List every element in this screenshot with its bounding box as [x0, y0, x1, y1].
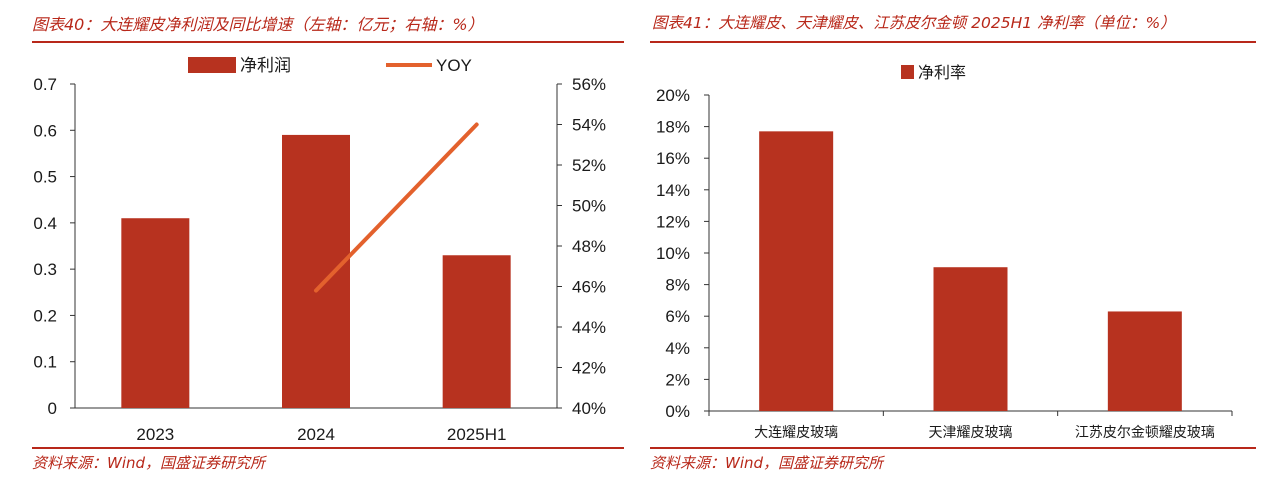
- y-tick-label: 0.6: [33, 121, 57, 140]
- y2-tick-label: 50%: [572, 197, 606, 216]
- source-note: 资料来源：Wind，国盛证券研究所: [32, 454, 266, 472]
- y-tick-label: 0.2: [33, 306, 57, 325]
- bar: [282, 134, 350, 408]
- title-rule: [650, 41, 1256, 43]
- chart-panel-net-margin: 图表41：大连耀皮、天津耀皮、江苏皮尔金顿 2025H1 净利率（单位：%） 0…: [640, 0, 1269, 485]
- x-tick-label: 2025H1: [447, 425, 507, 444]
- x-tick-label: 天津耀皮玻璃: [929, 424, 1013, 440]
- y-tick-label: 2%: [665, 370, 690, 389]
- y-tick-label: 0%: [665, 402, 690, 421]
- y-tick-label: 14%: [656, 181, 690, 200]
- legend-label: 净利润: [240, 56, 291, 75]
- y-tick-label: 8%: [665, 276, 690, 295]
- x-tick-label: 江苏皮尔金顿耀皮玻璃: [1075, 424, 1215, 440]
- y-tick-label: 16%: [656, 149, 690, 168]
- y2-tick-label: 42%: [572, 359, 606, 378]
- legend-swatch-net-margin: [901, 65, 914, 79]
- yoy-line: [314, 122, 479, 293]
- y-tick-label: 4%: [665, 339, 690, 358]
- source-rule: [650, 447, 1256, 449]
- legend-label: YOY: [436, 56, 472, 75]
- x-tick-label: 2024: [297, 425, 335, 444]
- y2-tick-label: 56%: [572, 75, 606, 94]
- y2-tick-label: 54%: [572, 116, 606, 135]
- chart-panel-net-profit: 图表40：大连耀皮净利润及同比增速（左轴：亿元；右轴：%） 0 0.1 0.2 0.3…: [0, 0, 630, 485]
- y2-tick-label: 46%: [572, 278, 606, 297]
- y2-tick-label: 48%: [572, 237, 606, 256]
- y-tick-label: 12%: [656, 212, 690, 231]
- chart-title: 图表41：大连耀皮、天津耀皮、江苏皮尔金顿 2025H1 净利率（单位：%）: [652, 14, 1176, 32]
- bar: [759, 131, 834, 411]
- bar: [933, 267, 1008, 411]
- source-rule: [32, 447, 624, 449]
- title-rule: [32, 41, 624, 43]
- y-tick-label: 6%: [665, 307, 690, 326]
- x-tick-label: 2023: [136, 425, 174, 444]
- y-tick-label: 0.1: [33, 353, 57, 372]
- net-profit-chart: 0 0.1 0.2 0.3 0.4 0.5 0.6 0.7 40% 42% 44% 46% 48% 50%…: [33, 56, 606, 444]
- y2-tick-label: 52%: [572, 156, 606, 175]
- y-tick-label: 18%: [656, 118, 690, 137]
- net-margin-chart: 0% 2% 4% 6% 8% 10% 12% 14% 16% 18% 20% 大连耀皮玻璃 天津耀皮玻璃…: [656, 64, 1233, 440]
- bar: [1107, 311, 1182, 411]
- bar: [442, 255, 511, 408]
- y-tick-label: 10%: [656, 244, 690, 263]
- y-tick-label: 0.7: [33, 75, 57, 94]
- y-tick-label: 20%: [656, 86, 690, 105]
- x-tick-label: 大连耀皮玻璃: [754, 424, 838, 440]
- y-tick-label: 0.4: [33, 214, 57, 233]
- chart-title: 图表40：大连耀皮净利润及同比增速（左轴：亿元；右轴：%）: [32, 15, 484, 34]
- y-tick-label: 0.5: [33, 168, 57, 187]
- y2-tick-label: 40%: [572, 399, 606, 418]
- legend-label: 净利率: [918, 64, 966, 82]
- y2-tick-label: 44%: [572, 318, 606, 337]
- bar: [121, 218, 190, 408]
- source-note: 资料来源：Wind，国盛证券研究所: [650, 454, 884, 472]
- y-tick-label: 0: [48, 399, 57, 418]
- y-tick-label: 0.3: [33, 260, 57, 279]
- legend-swatch-net-profit: [188, 57, 236, 73]
